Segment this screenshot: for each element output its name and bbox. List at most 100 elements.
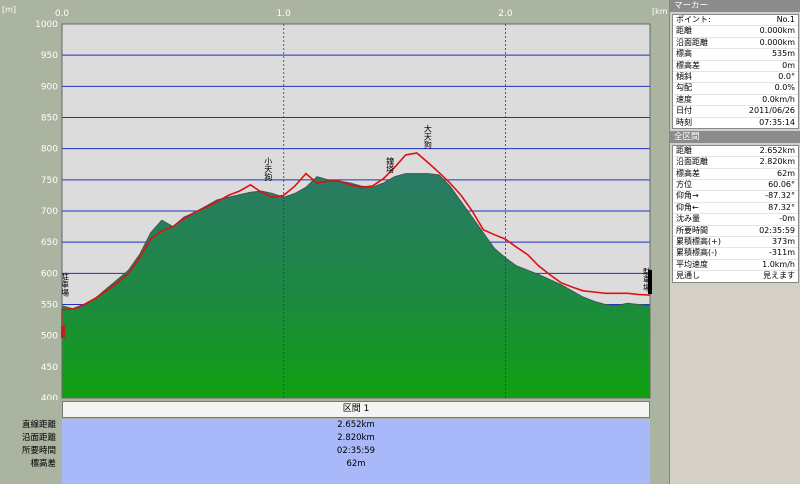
info-label: 累積標高(+) — [676, 237, 721, 247]
info-row: 日付 2011/06/26 — [673, 106, 798, 118]
info-label: 標高 — [676, 49, 692, 59]
info-row: 沿面距離 2.820km — [673, 157, 798, 169]
info-label: 勾配 — [676, 83, 692, 93]
waypoint-label: 鐘塔 — [386, 156, 395, 174]
x-tick-label: 0.0 — [55, 9, 70, 19]
info-label: 平均速度 — [676, 259, 708, 269]
info-value: 535m — [771, 49, 795, 59]
info-value: 2.652km — [759, 145, 795, 155]
section-label: 標高差 — [30, 459, 56, 469]
info-label: ポイント: — [676, 15, 711, 24]
waypoint-label: 駐車場 — [643, 266, 652, 292]
waypoint-annotation[interactable]: 大天狗 — [423, 124, 432, 150]
info-row: ポイント: No.1 — [673, 15, 798, 27]
info-value: 07:35:14 — [759, 117, 795, 127]
info-row: 標高差 62m — [673, 168, 798, 181]
info-value: -0m — [779, 214, 795, 224]
info-row: 累積標高(+) 373m — [673, 237, 798, 249]
info-label: 標高差 — [676, 60, 700, 70]
info-row: 方位 60.06° — [673, 180, 798, 192]
section-value: 2.652km — [337, 420, 375, 430]
info-value: 87.32° — [768, 202, 795, 212]
info-label: 距離 — [676, 26, 692, 36]
waypoint-label: 駐車場 — [61, 271, 70, 297]
waypoint-annotation[interactable]: 小天狗 — [264, 157, 273, 182]
info-row: 所要時間 02:35:59 — [673, 225, 798, 238]
info-label: 所要時間 — [676, 225, 708, 235]
info-label: 速度 — [676, 94, 692, 104]
y-unit-label: [m] — [2, 5, 16, 14]
info-value: 62m — [777, 168, 795, 178]
info-value: 見えます — [763, 271, 795, 281]
marker-info-box: ポイント: No.1 距離 0.000km 沿面距離 0.000km 標高 535m 標高差 0m… — [672, 14, 799, 129]
waypoint-annotation[interactable]: 駐車場 — [643, 266, 652, 292]
info-value: 2.820km — [759, 157, 795, 167]
info-label: 沈み量 — [676, 214, 700, 224]
info-row: 仰角→ -87.32° — [673, 191, 798, 203]
info-label: 累積標高(-) — [676, 248, 718, 258]
info-row: 時刻 07:35:14 — [673, 118, 798, 128]
section-label: 沿面距離 — [21, 433, 56, 443]
x-tick-label: 2.0 — [498, 9, 513, 19]
section-labels: 直線距離 沿面距離 所要時間 標高差 — [0, 419, 62, 471]
y-tick-label: 800 — [41, 145, 58, 155]
marker-panel-title: マーカー — [670, 0, 800, 12]
start-marker[interactable] — [61, 326, 65, 338]
waypoint-label: 大天狗 — [423, 124, 432, 150]
info-value: 0.0% — [774, 83, 795, 93]
info-label: 傾斜 — [676, 71, 692, 81]
info-value: 373m — [771, 237, 795, 247]
info-value: 2011/06/26 — [748, 106, 795, 116]
info-row: 標高 535m — [673, 49, 798, 61]
info-label: 時刻 — [676, 117, 692, 127]
info-panel: マーカー ポイント: No.1 距離 0.000km 沿面距離 0.000km 標高 535m… — [669, 0, 800, 484]
info-row: 速度 0.0km/h — [673, 94, 798, 107]
end-marker — [648, 270, 652, 294]
info-label: 日付 — [676, 106, 692, 116]
y-tick-label: 750 — [41, 176, 58, 186]
y-tick-label: 850 — [41, 114, 58, 124]
info-row: 標高差 0m — [673, 61, 798, 72]
info-label: 仰角→ — [676, 191, 699, 201]
y-tick-label: 600 — [41, 269, 58, 279]
info-label: 見通し — [676, 271, 700, 281]
waypoint-annotation[interactable]: 鐘塔 — [386, 156, 395, 174]
x-unit-label: [km] — [652, 7, 668, 16]
info-label: 距離 — [676, 145, 692, 155]
info-row: 見通し 見えます — [673, 271, 798, 281]
info-label: 沿面距離 — [676, 37, 708, 47]
info-row: 距離 0.000km — [673, 26, 798, 38]
track-elevation-line — [61, 152, 651, 333]
info-label: 標高差 — [676, 168, 700, 178]
y-tick-label: 450 — [41, 363, 58, 373]
info-value: 02:35:59 — [759, 225, 795, 235]
info-row: 勾配 0.0% — [673, 83, 798, 95]
info-value: No.1 — [776, 15, 795, 24]
section-value: 2.820km — [337, 433, 375, 443]
y-tick-label: 1000 — [35, 20, 58, 30]
info-label: 方位 — [676, 180, 692, 190]
waypoint-annotation[interactable]: 駐車場 — [61, 271, 70, 297]
info-value: 0.000km — [759, 37, 795, 47]
plot-border — [61, 23, 651, 399]
info-value: -87.32° — [765, 191, 795, 201]
elevation-profile-chart[interactable]: 1000 950 900 850 800 750 700 650 600 550 500 450 400… — [0, 0, 668, 400]
info-label: 仰角← — [676, 202, 699, 212]
info-row: 累積標高(-) -311m — [673, 248, 798, 260]
info-row: 平均速度 1.0km/h — [673, 259, 798, 272]
section-values: 2.652km 2.820km 02:35:59 62m — [62, 419, 650, 484]
y-tick-label: 400 — [41, 394, 58, 400]
section-summary: 区間 1 直線距離 沿面距離 所要時間 標高差 2.652km 2.820km … — [0, 400, 668, 484]
terrain-area — [62, 173, 650, 398]
chart-svg: 1000 950 900 850 800 750 700 650 600 550 500 450 400… — [2, 5, 668, 400]
y-tick-label: 500 — [41, 332, 58, 342]
x-tick-label: 1.0 — [277, 9, 292, 19]
waypoint-label: 小天狗 — [264, 157, 273, 182]
info-row: 沈み量 -0m — [673, 214, 798, 226]
info-value: -311m — [769, 248, 795, 258]
info-row: 仰角← 87.32° — [673, 202, 798, 215]
section-header[interactable]: 区間 1 — [62, 401, 650, 418]
y-tick-label: 550 — [41, 301, 58, 311]
info-label: 沿面距離 — [676, 157, 708, 167]
info-value: 1.0km/h — [762, 259, 795, 269]
